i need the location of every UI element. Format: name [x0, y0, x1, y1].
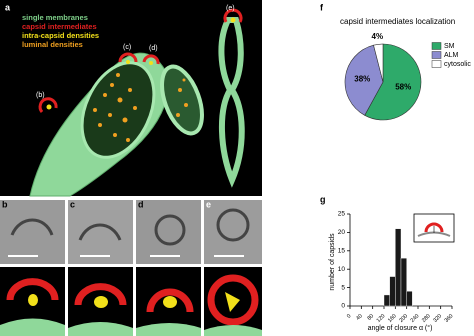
legend-label: single membranes: [22, 13, 88, 22]
histogram-bar: [400, 257, 407, 307]
panel-c: c: [68, 199, 133, 336]
pie-slice: [364, 43, 422, 121]
x-tick-label: 320: [432, 313, 443, 324]
callout: (b): [36, 92, 45, 99]
panel-label: g: [320, 194, 326, 204]
panels-b-e: b c d: [0, 199, 262, 336]
pie-slice: [373, 43, 384, 83]
x-tick-label: 0: [346, 313, 352, 319]
luminal-densities: [93, 73, 188, 142]
histogram-bar: [389, 276, 396, 307]
panel-b: b: [0, 199, 65, 336]
membrane: [160, 64, 204, 136]
panel-label: d: [138, 199, 144, 209]
legend-label: ALM: [444, 52, 459, 59]
y-tick-label: 5: [341, 284, 345, 291]
panel-d: d: [136, 199, 201, 336]
x-axis-label: angle of closure α (°): [368, 324, 433, 332]
x-tick-label: 160: [387, 313, 398, 324]
legend-label: intra-capsid densities: [22, 31, 99, 40]
legend-swatch: [431, 42, 442, 50]
inset-icon: [413, 213, 455, 243]
panel-label: a: [5, 2, 11, 12]
y-tick-label: 20: [338, 229, 346, 236]
panel-label: e: [206, 199, 211, 209]
x-tick-label: 280: [421, 313, 432, 324]
callout: (e): [226, 5, 235, 12]
membrane: [218, 17, 245, 188]
panel-label: b: [2, 199, 8, 209]
value-label: 58%: [395, 82, 411, 91]
chart-title: capsid intermediates localization: [340, 17, 455, 26]
intra-capsid-densities: [46, 17, 236, 110]
legend-label: SM: [444, 43, 455, 50]
legend-swatch: [431, 60, 442, 68]
y-tick-label: 0: [341, 303, 345, 310]
callout: (c): [123, 44, 131, 51]
y-axis-label: number of capsids: [329, 233, 336, 291]
x-tick-label: 200: [398, 313, 409, 324]
y-tick-label: 10: [338, 266, 346, 273]
histogram-bar: [383, 294, 390, 307]
y-tick-label: 15: [338, 248, 346, 255]
x-tick-label: 360: [444, 313, 455, 324]
x-tick-label: 40: [355, 313, 364, 322]
histogram-bar: [406, 291, 413, 307]
legend-label: luminal densities: [22, 40, 83, 49]
panel-e: e: [204, 199, 262, 336]
callout: (d): [149, 45, 158, 52]
legend-label: capsid intermediates: [22, 22, 97, 31]
value-label: 38%: [354, 74, 370, 83]
membrane-lumen: [80, 61, 156, 159]
panel-label: f: [320, 2, 324, 12]
y-tick-label: 25: [338, 211, 346, 218]
x-tick-label: 240: [410, 313, 421, 324]
panel-label: c: [70, 199, 75, 209]
x-tick-label: 80: [367, 313, 376, 322]
capsid-intermediates: [38, 8, 243, 113]
legend-label: cytosolic: [444, 61, 471, 68]
pie-slice: [344, 44, 384, 116]
x-tick-label: 120: [376, 313, 387, 324]
panel-g: g angle of closure α (°) number of capsi…: [320, 194, 454, 331]
panel-f: f capsid intermediates localization 58% 3…: [320, 2, 471, 121]
value-label: 4%: [372, 32, 384, 41]
histogram-bar: [395, 228, 402, 307]
legend-swatch: [431, 51, 442, 59]
